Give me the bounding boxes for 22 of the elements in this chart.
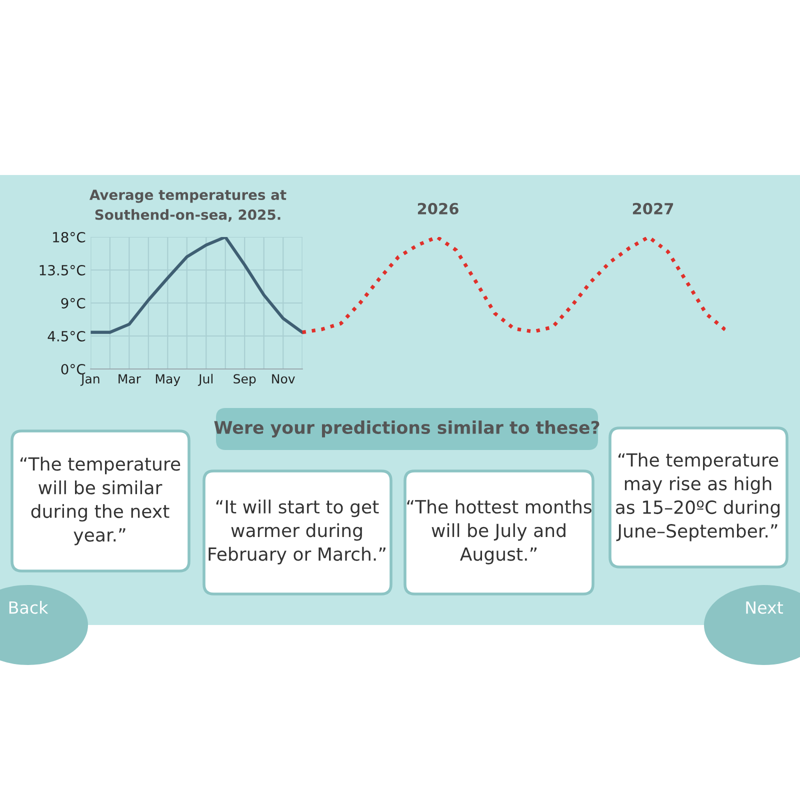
x-tick-label: Jul <box>198 374 213 386</box>
text: “The temperature may rise as high as 15–20ºC during June–September.” <box>616 452 780 542</box>
x-tick-label: Nov <box>272 374 295 384</box>
text: Were your predictions similar to these? <box>214 420 600 438</box>
line-series <box>300 237 726 334</box>
text: Next <box>746 601 784 614</box>
x-tick-label: Mar <box>118 374 141 384</box>
text: 2027 <box>632 202 674 214</box>
text: “It will start to get warmer during February or March.” <box>208 500 386 564</box>
y-tick-label: 9°C <box>61 298 86 308</box>
chart-title: Average temperatures at Southend-on-sea, 2025. <box>89 190 286 222</box>
x-tick-label: Sep <box>234 374 256 386</box>
text: “The temperature will be similar during the next year.” <box>20 456 180 546</box>
text: “The hottest months will be July and August.” <box>407 500 592 564</box>
text: 2026 <box>418 202 458 214</box>
text: Back <box>9 600 48 614</box>
y-tick-label: 18°C <box>53 232 86 242</box>
y-tick-label: 4.5°C <box>48 330 86 342</box>
x-tick-label: Jan <box>80 374 100 386</box>
x-tick-label: May <box>156 374 180 386</box>
y-tick-label: 0°C <box>61 364 86 374</box>
y-tick-label: 13.5°C <box>40 264 86 276</box>
